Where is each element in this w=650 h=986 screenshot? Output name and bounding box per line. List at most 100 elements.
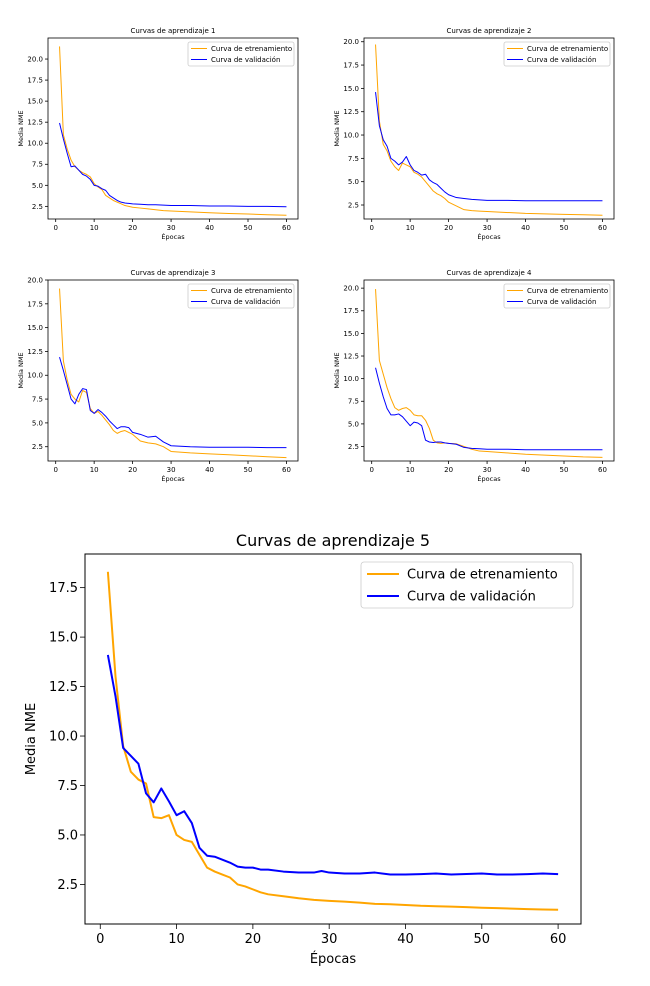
y-tick-label: 2.5	[57, 878, 78, 893]
x-tick-label: 20	[128, 224, 137, 232]
x-tick-label: 60	[282, 466, 291, 474]
x-tick-label: 50	[560, 224, 569, 232]
x-tick-label: 60	[282, 224, 291, 232]
validation-curve	[375, 367, 603, 451]
legend-label: Curva de etrenamiento	[211, 287, 292, 295]
y-tick-label: 15.0	[343, 85, 359, 93]
legend: Curva de etrenamiento Curva de validación	[503, 41, 611, 67]
chart-title: Curvas de aprendizaje 5	[236, 531, 430, 550]
x-tick-label: 20	[128, 466, 137, 474]
y-tick-label: 5.0	[348, 420, 359, 428]
training-curve	[106, 571, 559, 911]
x-tick-label: 50	[474, 932, 491, 947]
y-tick-label: 12.5	[49, 680, 78, 695]
legend-box	[187, 41, 295, 67]
y-tick-label: 20.0	[27, 55, 43, 63]
x-tick-label: 60	[550, 932, 567, 947]
x-tick-label: 40	[205, 466, 214, 474]
training-curve	[375, 44, 603, 216]
y-tick-label: 5.0	[57, 829, 78, 844]
x-tick-label: 50	[244, 224, 253, 232]
y-axis-label: Media NME	[333, 352, 341, 388]
y-tick-label: 7.5	[348, 398, 359, 406]
x-tick-label: 30	[483, 224, 492, 232]
training-curve	[59, 288, 287, 459]
y-tick-label: 2.5	[348, 443, 359, 451]
legend: Curva de etrenamiento Curva de validación	[187, 41, 295, 67]
y-tick-label: 17.5	[343, 62, 359, 70]
x-tick-label: 30	[167, 224, 176, 232]
validation-curve	[106, 654, 559, 876]
chart-title: Curvas de aprendizaje 2	[447, 27, 532, 35]
x-tick-label: 50	[560, 466, 569, 474]
y-tick-label: 5.0	[32, 182, 43, 190]
y-tick-label: 7.5	[32, 396, 43, 404]
y-axis-label: Media NME	[24, 703, 39, 775]
x-tick-label: 10	[90, 466, 99, 474]
legend-box	[503, 283, 611, 309]
legend-label: Curva de validación	[527, 56, 596, 64]
x-axis-label: Épocas	[161, 232, 185, 241]
training-curve	[59, 46, 287, 216]
x-axis-label: Épocas	[161, 474, 185, 483]
y-tick-label: 5.0	[348, 178, 359, 186]
chart-panel-4: Curvas de aprendizaje 4 0 10 20 30 40 50 60 2.5 5…	[333, 269, 615, 483]
x-tick-label: 0	[369, 466, 373, 474]
y-tick-label: 10.0	[343, 375, 359, 383]
y-tick-label: 7.5	[348, 155, 359, 163]
chart-panel-1: Curvas de aprendizaje 1 0 10 20 30 40 50 60 2.5 5…	[17, 27, 299, 241]
chart-title: Curvas de aprendizaje 3	[131, 269, 216, 277]
x-tick-label: 50	[244, 466, 253, 474]
legend-box	[360, 561, 574, 609]
y-tick-label: 17.5	[49, 581, 78, 596]
y-axis-label: Media NME	[17, 352, 25, 388]
y-tick-label: 17.5	[27, 300, 43, 308]
training-curve	[375, 289, 603, 458]
y-tick-label: 15.0	[27, 98, 43, 106]
y-tick-label: 20.0	[343, 38, 359, 46]
validation-curve	[59, 357, 287, 449]
y-tick-label: 10.0	[343, 131, 359, 139]
y-tick-label: 12.5	[343, 352, 359, 360]
legend: Curva de etrenamiento Curva de validación	[187, 283, 295, 309]
x-tick-label: 10	[406, 466, 415, 474]
plot-frame	[47, 279, 299, 462]
y-tick-label: 12.5	[343, 108, 359, 116]
y-tick-label: 15.0	[343, 330, 359, 338]
y-tick-label: 7.5	[57, 779, 78, 794]
y-tick-label: 2.5	[32, 203, 43, 211]
x-tick-label: 30	[167, 466, 176, 474]
x-tick-label: 10	[168, 932, 185, 947]
y-tick-label: 5.0	[32, 419, 43, 427]
y-tick-label: 12.5	[27, 119, 43, 127]
plot-frame	[84, 553, 582, 925]
x-tick-label: 40	[521, 466, 530, 474]
x-tick-label: 20	[444, 224, 453, 232]
chart-panel-5: Curvas de aprendizaje 5 0 10 20 30 40 50 60 2.5 5…	[24, 531, 582, 967]
y-tick-label: 2.5	[348, 201, 359, 209]
legend-box	[503, 41, 611, 67]
y-tick-label: 10.0	[27, 140, 43, 148]
x-tick-label: 60	[598, 466, 607, 474]
legend-label: Curva de validación	[211, 298, 280, 306]
x-tick-label: 40	[397, 932, 414, 947]
legend-label: Curva de validación	[407, 590, 536, 605]
x-tick-label: 40	[521, 224, 530, 232]
legend-label: Curva de etrenamiento	[407, 568, 558, 583]
y-tick-label: 15.0	[27, 324, 43, 332]
legend: Curva de etrenamiento Curva de validación	[503, 283, 611, 309]
legend-box	[187, 283, 295, 309]
plot-frame	[363, 37, 615, 220]
legend-label: Curva de validación	[527, 298, 596, 306]
validation-curve	[375, 92, 603, 202]
y-tick-label: 10.0	[49, 730, 78, 745]
plot-frame	[47, 37, 299, 220]
plot-frame	[363, 279, 615, 462]
y-tick-label: 17.5	[27, 77, 43, 85]
y-tick-label: 17.5	[343, 307, 359, 315]
legend-label: Curva de etrenamiento	[211, 45, 292, 53]
x-tick-label: 30	[321, 932, 338, 947]
y-axis-label: Media NME	[333, 110, 341, 146]
